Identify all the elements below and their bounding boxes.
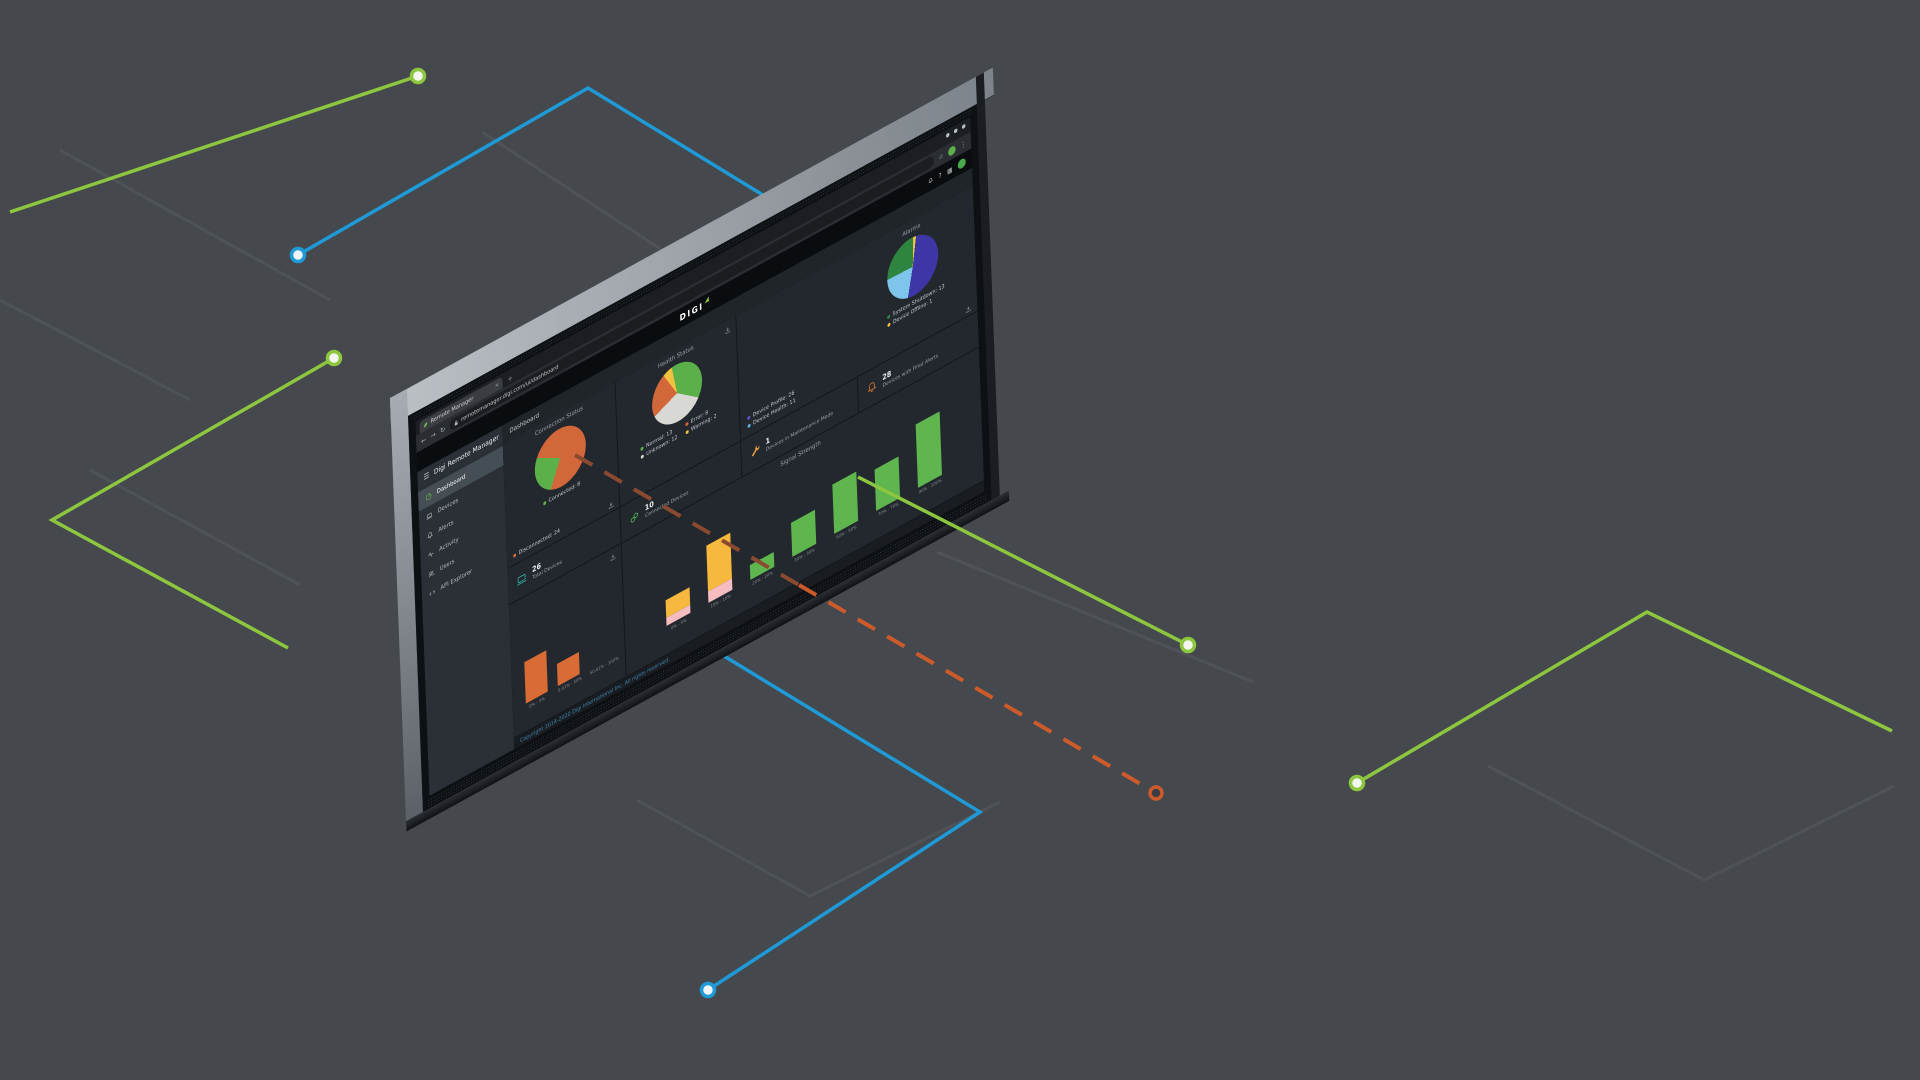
- sidebar-item-api-explorer[interactable]: API Explorer: [422, 542, 508, 608]
- bar-0% - 5%: 0% - 5%: [523, 612, 548, 711]
- sidebar-item-label: Alerts: [438, 518, 454, 534]
- bar-50% - 59%: 50% - 59%: [831, 433, 859, 541]
- alert-bell-icon: [866, 378, 877, 396]
- legend-dot: [543, 500, 547, 506]
- orange-dashed-line: [797, 583, 1158, 795]
- user-avatar[interactable]: [957, 156, 966, 171]
- screen: Remote Manager × + ← → ↻: [415, 116, 985, 796]
- activity-icon: [427, 549, 434, 560]
- app-top-bar: DIGI ? ▦: [416, 148, 973, 473]
- panel-alarms: Alarms System Shutdown: 13 Device Offline…: [736, 185, 978, 441]
- bar-30% - 39%: 30% - 39%: [789, 456, 817, 564]
- users-icon: [428, 568, 435, 579]
- bar-20% - 29%: 20% - 29%: [747, 479, 775, 587]
- link-icon: [629, 508, 640, 526]
- maximize-icon[interactable]: [953, 127, 958, 134]
- monitor: Remote Manager × + ← → ↻: [390, 67, 1010, 832]
- legend-dot: [640, 453, 644, 459]
- legend-dot: [887, 314, 891, 320]
- favicon-leaf-icon: [423, 418, 428, 431]
- bar-0% - 9%: 0% - 9%: [663, 525, 691, 633]
- digi-logo-leaf-icon: [704, 296, 709, 304]
- browser-url-bar: ← → ↻ remotemanager.digi.com/ui/dashboar…: [415, 131, 972, 453]
- green-dot: [1179, 636, 1197, 654]
- apps-grid-icon[interactable]: ▦: [946, 165, 953, 176]
- refresh-icon[interactable]: ↻: [440, 424, 446, 436]
- gauge-icon: [425, 491, 432, 502]
- browser-menu-icon[interactable]: ⋮: [959, 138, 967, 151]
- browser-tab[interactable]: Remote Manager ×: [419, 376, 503, 434]
- sidebar-item-users[interactable]: Users: [421, 523, 507, 589]
- window-controls[interactable]: [945, 123, 966, 139]
- green-dot: [325, 349, 343, 367]
- download-icon[interactable]: [608, 498, 614, 509]
- app-top-bar-actions: ? ▦: [928, 156, 966, 187]
- legend-dot: [513, 552, 517, 558]
- notifications-bell-icon[interactable]: [928, 176, 934, 186]
- back-icon[interactable]: ←: [421, 434, 427, 446]
- bookmark-star-icon[interactable]: ☆: [938, 151, 944, 163]
- legend-dot: [747, 422, 751, 429]
- bar-70% - 79%: 70% - 79%: [873, 410, 901, 518]
- lock-icon: [454, 416, 458, 429]
- bell-icon: [427, 530, 434, 541]
- bar-segment: [915, 411, 942, 488]
- browser-profile-avatar[interactable]: [947, 144, 956, 157]
- legend-dot: [685, 421, 689, 427]
- minimize-icon[interactable]: [945, 132, 950, 139]
- wrench-icon: [749, 442, 760, 460]
- code-icon: [429, 587, 436, 598]
- green-dot: [409, 67, 427, 85]
- panel-health-status: Health Status Normal: 13 Unknown: 12 Error…: [615, 316, 741, 507]
- download-icon[interactable]: [965, 302, 971, 314]
- sidebar-item-label: Users: [439, 557, 455, 573]
- orange-dot: [1148, 785, 1164, 801]
- bar-90% - 100%: 90% - 100%: [915, 387, 943, 495]
- new-tab-button[interactable]: +: [507, 373, 513, 384]
- tab-close-icon[interactable]: ×: [494, 381, 500, 390]
- sidebar-item-activity[interactable]: Activity: [420, 504, 506, 570]
- green-line-bottomright: [1356, 610, 1893, 785]
- bar-5.01% - 50%: 5.01% - 50%: [555, 595, 582, 693]
- legend-dot: [887, 322, 891, 328]
- sidebar-item-devices[interactable]: Devices: [419, 465, 505, 531]
- legend-dot: [640, 445, 644, 451]
- close-icon[interactable]: [961, 123, 966, 130]
- monitor-bezel: Remote Manager × + ← → ↻: [408, 103, 992, 812]
- help-icon[interactable]: ?: [938, 171, 942, 180]
- green-dot: [1348, 774, 1366, 792]
- stat-total-devices: 26 Total Devices: [507, 507, 621, 605]
- bar-10% - 19%: 10% - 19%: [705, 502, 733, 610]
- address-bar[interactable]: remotemanager.digi.com/ui/dashboard: [449, 154, 934, 432]
- browser-tab-bar: Remote Manager × +: [415, 116, 971, 436]
- sidebar-item-dashboard[interactable]: Dashboard: [418, 445, 504, 512]
- legend-dot: [685, 429, 689, 435]
- laptop-icon: [426, 510, 433, 521]
- sidebar: Dashboard Devices Alerts Activity Users API E…: [417, 443, 515, 796]
- download-icon[interactable]: [724, 323, 731, 335]
- sidebar-item-alerts[interactable]: Alerts: [419, 484, 505, 550]
- stat-fired-alerts: 28 Devices with Fired Alerts: [857, 311, 979, 413]
- download-icon[interactable]: [610, 550, 616, 562]
- legend-dot: [747, 415, 751, 421]
- bar-50.01% - 100%: 50.01% - 100%: [587, 577, 619, 676]
- green-line-left: [48, 356, 335, 650]
- forward-icon[interactable]: →: [430, 429, 436, 441]
- blue-line-bottom: [707, 654, 984, 992]
- green-line-topleft: [9, 74, 419, 214]
- hamburger-menu-icon[interactable]: ☰: [423, 470, 430, 483]
- laptop-stat-icon: [516, 570, 527, 588]
- blue-dot: [289, 246, 307, 264]
- blue-dot: [699, 981, 717, 999]
